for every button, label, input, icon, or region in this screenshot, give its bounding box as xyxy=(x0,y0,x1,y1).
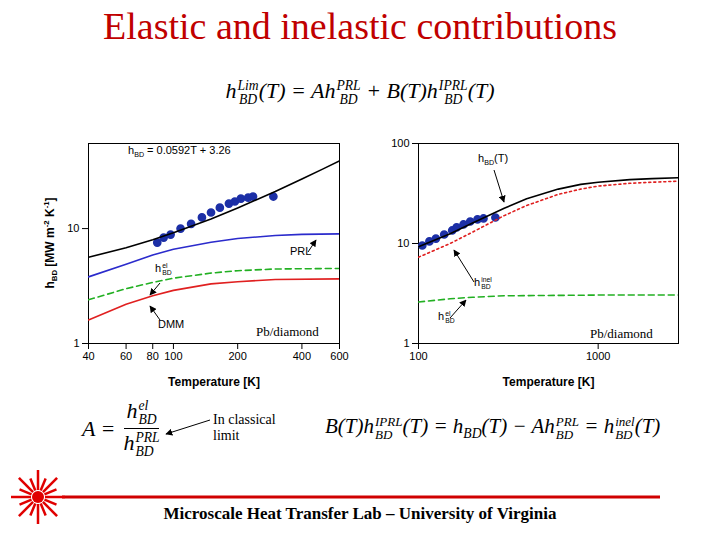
svg-text:80: 80 xyxy=(147,350,159,362)
html-text:BD: BD xyxy=(50,270,60,282)
html-text:(T) = hBD(T) − A hPRL: (T) = hBD(T) − A hPRL xyxy=(402,413,579,442)
html-text:hBD(T): hBD(T) xyxy=(478,152,509,168)
html-text:DMM: DMM xyxy=(158,318,185,330)
svg-text:100: 100 xyxy=(164,350,182,362)
html-text:hel: hel xyxy=(126,397,149,423)
html-text:BD: BD xyxy=(135,444,154,460)
svg-text:1: 1 xyxy=(403,337,409,349)
html-text:-1: -1 xyxy=(42,201,51,209)
svg-text:10: 10 xyxy=(67,222,79,234)
html-text:BD: BD xyxy=(162,269,172,277)
html-text:hLim: hLim xyxy=(225,77,259,103)
html-text:[MW m: [MW m xyxy=(43,227,57,270)
html-text:Microscale Heat Transfer Lab –: Microscale Heat Transfer Lab – Universit… xyxy=(163,504,557,523)
html-text:hBD= 0.0592T + 3.26: hBD= 0.0592T + 3.26 xyxy=(128,144,231,160)
html-text:hel: hel xyxy=(155,262,168,274)
html-text:BD(T) = A hPRL: BD(T) = A hPRL xyxy=(239,77,361,107)
svg-text:60: 60 xyxy=(120,350,132,362)
html-text:hel: hel xyxy=(438,310,451,322)
svg-text:Temperature [K]: Temperature [K] xyxy=(503,375,595,389)
html-text:BD(T): BD(T) xyxy=(615,414,661,443)
html-text:hPRL: hPRL xyxy=(123,429,160,456)
html-text:Pb/diamond: Pb/diamond xyxy=(256,324,319,339)
html-text:Elastic and inelastic contribu: Elastic and inelastic contributions xyxy=(103,5,617,47)
html-text:BD: BD xyxy=(138,412,157,427)
html-text:BD = hinel: BD = hinel xyxy=(555,413,635,443)
html-text:hinel: hinel xyxy=(474,276,492,288)
svg-text:400: 400 xyxy=(293,350,311,362)
html-text:B(T) hIPRL: B(T) hIPRL xyxy=(325,413,403,438)
html-text:BD (T): BD (T) xyxy=(444,78,495,107)
html-text:BD: BD xyxy=(481,283,491,291)
html-text:A =: A = xyxy=(82,415,116,441)
html-text:BD+ B(T) hIPRL: BD+ B(T) hIPRL xyxy=(339,77,468,107)
html-text:Pb/diamond: Pb/diamond xyxy=(590,326,653,341)
html-text:BD: BD xyxy=(445,317,455,325)
svg-text:Temperature [K]: Temperature [K] xyxy=(168,375,260,389)
html-text:BD: BD xyxy=(375,427,393,443)
svg-text:600: 600 xyxy=(330,350,348,362)
html-text:h: h xyxy=(43,281,57,289)
svg-text:1000: 1000 xyxy=(586,350,610,362)
svg-text:100: 100 xyxy=(391,137,409,149)
html-text:-2: -2 xyxy=(42,220,51,228)
svg-text:100: 100 xyxy=(409,350,427,362)
html-text:In classical limit: In classical limit xyxy=(213,412,276,444)
html-text:K: K xyxy=(43,208,57,221)
svg-text:200: 200 xyxy=(228,350,246,362)
svg-text:40: 40 xyxy=(82,350,94,362)
svg-text:1: 1 xyxy=(73,337,79,349)
svg-text:10: 10 xyxy=(397,237,409,249)
html-text:PRL: PRL xyxy=(290,245,312,257)
